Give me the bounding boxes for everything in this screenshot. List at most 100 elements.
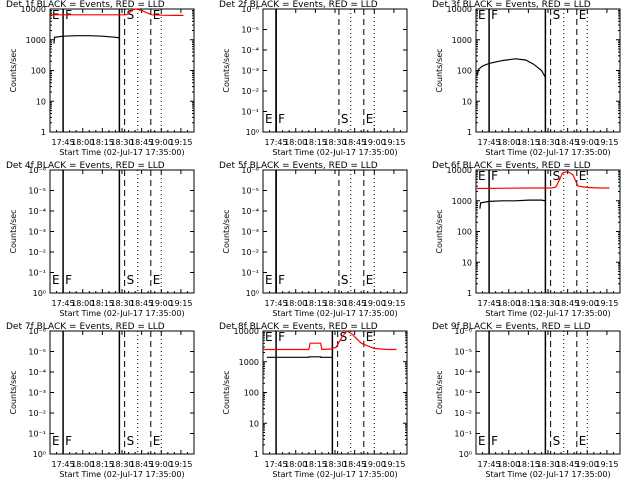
series-lld xyxy=(50,8,184,16)
x-tick-label: 18:30 xyxy=(110,460,133,469)
plot-frame xyxy=(49,8,195,133)
x-axis-label: Start Time (02-Jul-17 17:35:00) xyxy=(485,470,610,479)
y-tick-label: 1000 xyxy=(452,36,472,45)
x-tick-label: 18:00 xyxy=(497,299,520,308)
series-lld xyxy=(263,330,397,351)
marker-label-e: E xyxy=(52,434,60,448)
marker-label-e: E xyxy=(478,434,486,448)
y-tick-label: 10⁻¹ xyxy=(241,269,259,278)
y-tick-label: 10⁻¹ xyxy=(241,108,259,117)
x-axis-label: Start Time (02-Jul-17 17:35:00) xyxy=(272,309,397,318)
y-axis-label: Counts/sec xyxy=(435,48,444,92)
x-tick-label: 18:45 xyxy=(343,138,366,147)
y-tick-label: 10⁻⁴ xyxy=(241,46,259,55)
y-tick-label: 10⁻¹ xyxy=(28,269,46,278)
x-axis-label: Start Time (02-Jul-17 17:35:00) xyxy=(59,148,184,157)
y-tick-label: 10⁻² xyxy=(28,248,46,257)
y-tick-label: 10⁻¹ xyxy=(28,430,46,439)
y-tick-label: 1000 xyxy=(239,358,259,367)
x-tick-label: 19:00 xyxy=(363,299,386,308)
y-tick-label: 10⁻⁵ xyxy=(28,348,46,357)
marker-label-s: S xyxy=(127,8,135,22)
y-tick-label: 10⁻³ xyxy=(241,228,259,237)
y-tick-label: 10⁻⁴ xyxy=(28,207,46,216)
marker-label-f: F xyxy=(278,112,285,126)
panel-det-8: Det 8f BLACK = Events, RED = LLD 1 10 100 10… xyxy=(219,322,408,479)
y-axis-label: Counts/sec xyxy=(222,48,231,92)
y-tick-label: 10 xyxy=(462,97,472,106)
x-tick-label: 18:15 xyxy=(91,460,114,469)
y-tick-label: 10⁻⁴ xyxy=(454,368,472,377)
y-tick-label: 100 xyxy=(31,67,46,76)
panel-title: Det 1f BLACK = Events, RED = LLD xyxy=(6,0,165,10)
y-tick-label: 10⁻⁶ xyxy=(28,327,46,336)
series-events xyxy=(479,199,546,209)
x-tick-label: 18:45 xyxy=(130,460,153,469)
panel-det-9: Det 9f BLACK = Events, RED = LLD 10⁰ 10⁻¹ 1… xyxy=(432,322,621,479)
marker-label-e: E xyxy=(153,434,161,448)
panel-det-1: Det 1f BLACK = Events, RED = LLD 1 10 100 10… xyxy=(6,0,195,157)
marker-label-s: S xyxy=(553,8,561,22)
series-events xyxy=(266,356,333,358)
x-tick-label: 18:00 xyxy=(71,460,94,469)
x-tick-label: 17:45 xyxy=(52,299,75,308)
y-tick-label: 1 xyxy=(467,128,472,137)
y-tick-label: 10⁻⁵ xyxy=(454,348,472,357)
x-tick-label: 19:00 xyxy=(576,460,599,469)
x-tick-label: 18:30 xyxy=(536,138,559,147)
y-axis-label: Counts/sec xyxy=(435,370,444,414)
x-tick-label: 19:00 xyxy=(150,460,173,469)
y-tick-label: 10⁻⁵ xyxy=(241,187,259,196)
marker-label-e: E xyxy=(265,330,273,344)
y-tick-label: 10000 xyxy=(234,327,259,336)
y-tick-label: 10 xyxy=(249,419,259,428)
y-tick-label: 10⁻² xyxy=(454,409,472,418)
x-tick-label: 19:15 xyxy=(382,460,405,469)
x-tick-label: 19:00 xyxy=(363,138,386,147)
x-tick-label: 18:15 xyxy=(304,299,327,308)
x-axis-label: Start Time (02-Jul-17 17:35:00) xyxy=(59,309,184,318)
x-tick-label: 18:00 xyxy=(284,138,307,147)
plot-frame xyxy=(475,8,621,133)
x-tick-label: 18:00 xyxy=(497,138,520,147)
x-tick-label: 18:15 xyxy=(517,460,540,469)
y-axis-label: Counts/sec xyxy=(222,209,231,253)
x-tick-label: 18:15 xyxy=(91,299,114,308)
marker-label-s: S xyxy=(127,273,135,287)
y-tick-label: 10⁻¹ xyxy=(454,430,472,439)
panel-det-3: Det 3f BLACK = Events, RED = LLD 1 10 100 10… xyxy=(432,0,621,157)
x-tick-label: 17:45 xyxy=(52,138,75,147)
panel-title: Det 7f BLACK = Events, RED = LLD xyxy=(6,322,165,332)
x-tick-label: 17:45 xyxy=(478,138,501,147)
marker-label-e: E xyxy=(579,434,587,448)
series-events xyxy=(53,35,120,44)
y-tick-label: 100 xyxy=(244,389,259,398)
x-tick-label: 19:00 xyxy=(150,138,173,147)
x-tick-label: 19:15 xyxy=(595,138,618,147)
x-tick-label: 18:45 xyxy=(130,138,153,147)
x-tick-label: 18:30 xyxy=(536,460,559,469)
panel-title: Det 5f BLACK = Events, RED = LLD xyxy=(219,161,378,171)
x-tick-label: 18:45 xyxy=(556,138,579,147)
x-tick-label: 18:15 xyxy=(517,138,540,147)
panel-det-5: Det 5f BLACK = Events, RED = LLD 10⁰ 10⁻¹ 1… xyxy=(219,161,408,318)
x-tick-label: 19:00 xyxy=(363,460,386,469)
marker-label-s: S xyxy=(341,273,349,287)
marker-label-s: S xyxy=(553,434,561,448)
x-tick-label: 18:00 xyxy=(284,460,307,469)
y-tick-label: 10⁻³ xyxy=(28,389,46,398)
marker-label-s: S xyxy=(127,434,135,448)
x-axis-label: Start Time (02-Jul-17 17:35:00) xyxy=(485,309,610,318)
y-tick-label: 10⁻⁵ xyxy=(241,26,259,35)
marker-label-f: F xyxy=(491,8,498,22)
x-tick-label: 17:45 xyxy=(265,138,288,147)
marker-label-f: F xyxy=(278,330,285,344)
x-tick-label: 17:45 xyxy=(478,299,501,308)
y-tick-label: 10⁰ xyxy=(459,450,472,459)
x-tick-label: 18:30 xyxy=(110,138,133,147)
x-axis-label: Start Time (02-Jul-17 17:35:00) xyxy=(59,470,184,479)
panel-title: Det 8f BLACK = Events, RED = LLD xyxy=(219,322,378,332)
marker-label-f: F xyxy=(65,273,72,287)
y-tick-label: 100 xyxy=(457,228,472,237)
